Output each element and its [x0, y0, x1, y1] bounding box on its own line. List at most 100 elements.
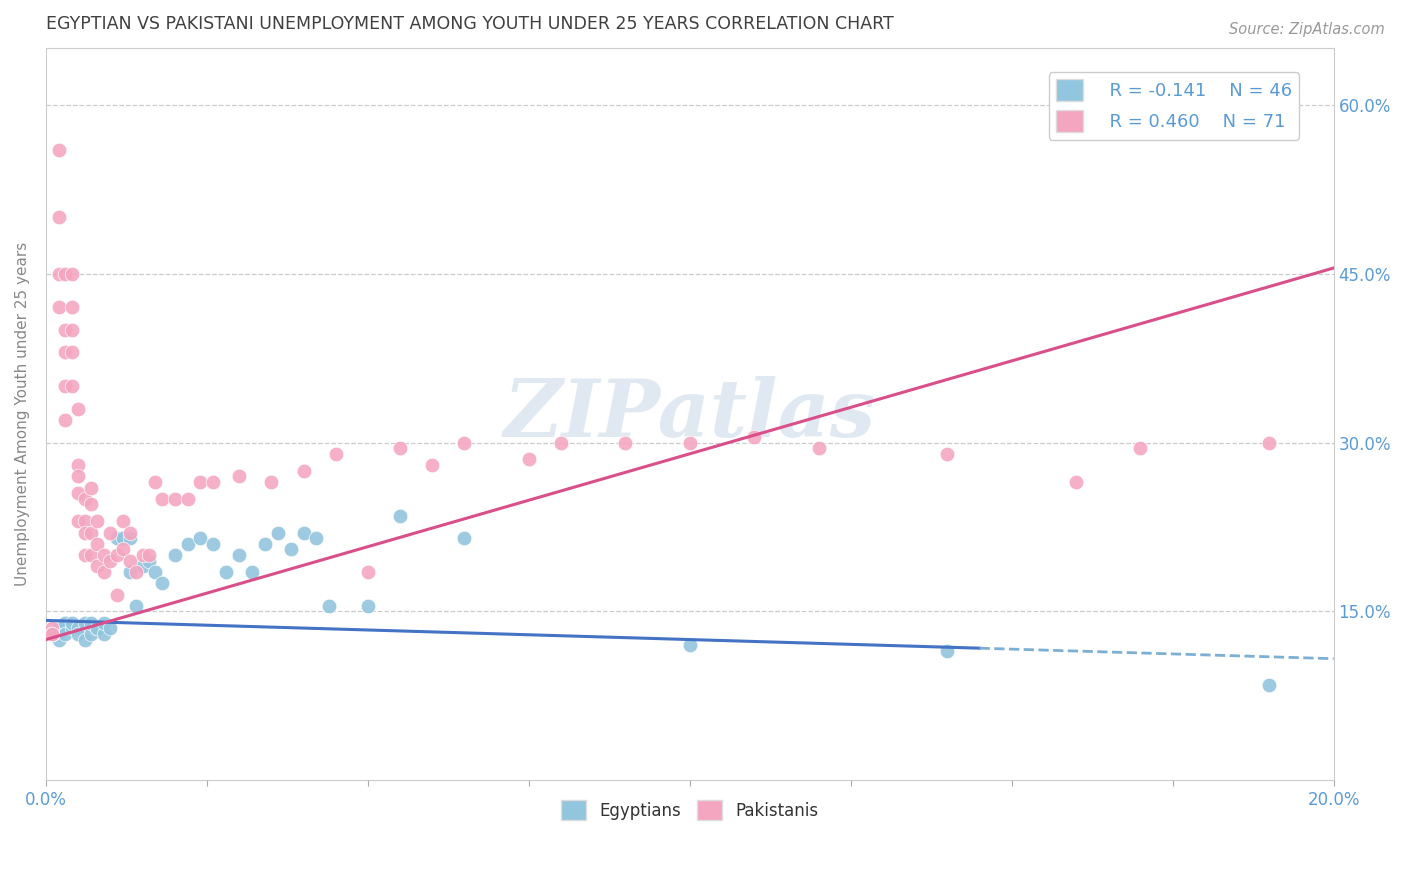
Point	[131, 548, 153, 562]
Point	[260, 475, 283, 489]
Point	[118, 531, 141, 545]
Point	[60, 615, 83, 630]
Point	[190, 531, 212, 545]
Point	[550, 435, 572, 450]
Point	[1258, 435, 1281, 450]
Point	[118, 565, 141, 579]
Point	[112, 542, 135, 557]
Point	[53, 323, 76, 337]
Point	[118, 525, 141, 540]
Point	[280, 542, 302, 557]
Point	[118, 554, 141, 568]
Point	[228, 469, 250, 483]
Point	[420, 458, 443, 472]
Point	[1129, 441, 1152, 455]
Point	[53, 345, 76, 359]
Point	[807, 441, 830, 455]
Legend: Egyptians, Pakistanis: Egyptians, Pakistanis	[554, 793, 825, 827]
Point	[98, 525, 121, 540]
Point	[145, 475, 167, 489]
Point	[125, 599, 148, 613]
Point	[679, 638, 702, 652]
Point	[176, 537, 198, 551]
Text: EGYPTIAN VS PAKISTANI UNEMPLOYMENT AMONG YOUTH UNDER 25 YEARS CORRELATION CHART: EGYPTIAN VS PAKISTANI UNEMPLOYMENT AMONG…	[46, 15, 894, 33]
Point	[67, 469, 90, 483]
Point	[93, 565, 115, 579]
Point	[267, 525, 290, 540]
Point	[98, 621, 121, 635]
Point	[41, 627, 63, 641]
Point	[73, 615, 96, 630]
Point	[60, 345, 83, 359]
Point	[138, 548, 160, 562]
Text: Source: ZipAtlas.com: Source: ZipAtlas.com	[1229, 22, 1385, 37]
Point	[48, 301, 70, 315]
Point	[215, 565, 238, 579]
Point	[86, 559, 108, 574]
Point	[325, 447, 347, 461]
Point	[150, 576, 173, 591]
Point	[357, 565, 380, 579]
Point	[517, 452, 540, 467]
Point	[1258, 677, 1281, 691]
Point	[105, 531, 128, 545]
Point	[48, 143, 70, 157]
Point	[936, 447, 959, 461]
Point	[67, 621, 90, 635]
Point	[93, 548, 115, 562]
Point	[163, 548, 186, 562]
Point	[292, 464, 315, 478]
Point	[60, 301, 83, 315]
Point	[53, 379, 76, 393]
Point	[73, 525, 96, 540]
Point	[163, 491, 186, 506]
Point	[318, 599, 340, 613]
Point	[73, 632, 96, 647]
Point	[80, 525, 103, 540]
Point	[93, 627, 115, 641]
Point	[176, 491, 198, 506]
Point	[80, 481, 103, 495]
Point	[53, 615, 76, 630]
Point	[105, 548, 128, 562]
Point	[202, 537, 225, 551]
Point	[86, 514, 108, 528]
Point	[48, 632, 70, 647]
Point	[190, 475, 212, 489]
Point	[453, 435, 475, 450]
Point	[936, 644, 959, 658]
Point	[60, 621, 83, 635]
Point	[240, 565, 263, 579]
Point	[112, 514, 135, 528]
Point	[73, 548, 96, 562]
Point	[67, 458, 90, 472]
Point	[742, 430, 765, 444]
Point	[73, 491, 96, 506]
Point	[86, 537, 108, 551]
Point	[679, 435, 702, 450]
Point	[131, 559, 153, 574]
Point	[138, 554, 160, 568]
Point	[98, 554, 121, 568]
Point	[253, 537, 276, 551]
Point	[53, 413, 76, 427]
Point	[93, 615, 115, 630]
Point	[453, 531, 475, 545]
Point	[60, 379, 83, 393]
Point	[228, 548, 250, 562]
Point	[53, 627, 76, 641]
Point	[73, 514, 96, 528]
Point	[145, 565, 167, 579]
Point	[80, 548, 103, 562]
Point	[202, 475, 225, 489]
Point	[48, 621, 70, 635]
Point	[41, 621, 63, 635]
Point	[389, 508, 412, 523]
Point	[80, 627, 103, 641]
Point	[41, 627, 63, 641]
Point	[86, 621, 108, 635]
Point	[53, 267, 76, 281]
Point	[67, 486, 90, 500]
Point	[125, 565, 148, 579]
Point	[67, 514, 90, 528]
